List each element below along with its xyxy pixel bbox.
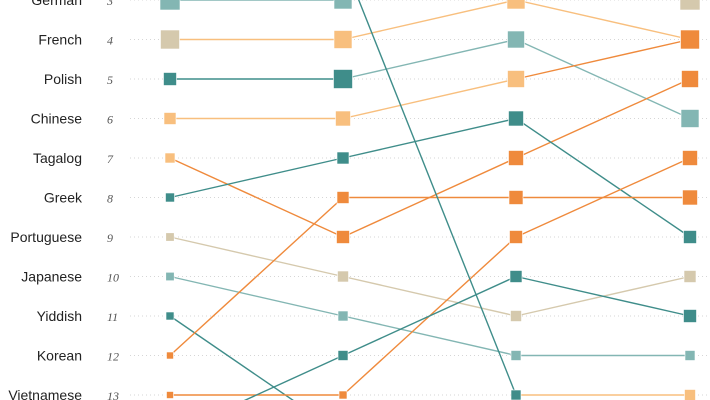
row-labels: German 3 French 4 Polish 5 Chinese 6 Tagalog 7 Gre… xyxy=(8,0,119,400)
rank-line xyxy=(515,0,691,41)
language-label: Tagalog xyxy=(33,150,82,166)
language-label: Vietnamese xyxy=(8,387,82,400)
rank-marker xyxy=(337,350,349,361)
rank-line xyxy=(169,275,344,317)
rank-line xyxy=(515,78,691,159)
rank-marker xyxy=(679,0,701,11)
rank-label: 12 xyxy=(107,350,119,364)
rank-marker xyxy=(682,189,698,206)
rank-marker xyxy=(165,311,175,321)
rank-marker xyxy=(507,70,525,88)
rank-label: 5 xyxy=(107,73,113,87)
rank-line xyxy=(342,78,517,120)
rank-marker xyxy=(508,110,524,127)
language-label: Greek xyxy=(44,190,83,206)
rank-marker xyxy=(336,191,350,204)
rank-marker xyxy=(510,310,522,322)
rank-marker xyxy=(166,351,174,360)
rank-marker xyxy=(509,230,523,244)
rank-marker xyxy=(338,390,348,400)
language-label: Japanese xyxy=(21,269,82,285)
rank-line xyxy=(169,196,344,357)
rank-marker xyxy=(163,112,177,125)
rank-label: 4 xyxy=(107,34,113,48)
rank-marker xyxy=(335,110,351,127)
rank-line xyxy=(515,157,691,238)
rank-line xyxy=(169,315,294,400)
rank-markers xyxy=(159,0,701,400)
rank-label: 9 xyxy=(107,231,113,245)
rank-marker xyxy=(163,72,177,86)
rank-marker xyxy=(684,350,696,361)
rank-change-lines xyxy=(169,0,691,400)
language-label: Korean xyxy=(37,348,82,364)
rank-marker xyxy=(683,309,697,323)
rank-marker xyxy=(333,30,353,49)
rank-marker xyxy=(333,69,353,89)
language-label: French xyxy=(38,32,82,48)
rank-marker xyxy=(510,350,522,361)
rank-line xyxy=(515,275,691,317)
rank-line xyxy=(169,157,344,238)
rank-marker xyxy=(510,389,522,400)
language-label: Portuguese xyxy=(10,229,82,245)
rank-marker xyxy=(160,29,180,50)
rank-marker xyxy=(680,29,700,50)
rank-line xyxy=(342,275,517,317)
rank-marker xyxy=(159,0,181,11)
rank-marker xyxy=(164,152,176,164)
rank-line xyxy=(515,38,691,80)
rank-marker xyxy=(508,150,524,166)
rank-line xyxy=(342,38,517,80)
language-label: Polish xyxy=(44,71,82,87)
rank-marker xyxy=(681,70,699,88)
rank-label: 7 xyxy=(107,152,114,166)
rank-marker xyxy=(680,109,700,128)
rank-label: 6 xyxy=(107,113,113,127)
rank-marker xyxy=(165,232,175,242)
rank-marker xyxy=(506,0,526,10)
rank-marker xyxy=(684,389,696,400)
rank-line xyxy=(169,236,344,278)
rank-line xyxy=(357,0,517,396)
rank-marker xyxy=(333,0,353,10)
rank-label: 13 xyxy=(107,389,119,400)
rank-marker xyxy=(508,190,524,205)
rank-label: 8 xyxy=(107,192,113,206)
language-label: Yiddish xyxy=(37,308,82,324)
rank-marker xyxy=(165,271,175,281)
rank-line xyxy=(243,354,344,400)
rank-marker xyxy=(337,310,349,322)
rank-marker xyxy=(682,150,698,166)
rank-line xyxy=(342,275,517,357)
rank-marker xyxy=(337,270,349,283)
rank-marker xyxy=(336,230,350,244)
rank-marker xyxy=(683,230,697,244)
rank-line xyxy=(515,38,691,120)
rank-label: 3 xyxy=(106,0,113,8)
rank-line xyxy=(342,315,517,357)
rank-marker xyxy=(683,270,697,283)
rank-line xyxy=(342,117,517,159)
rank-marker xyxy=(336,151,350,165)
rank-label: 10 xyxy=(107,271,119,285)
rank-line xyxy=(342,0,517,41)
rank-marker xyxy=(166,391,174,399)
rank-marker xyxy=(507,30,525,49)
rank-label: 11 xyxy=(107,310,118,324)
language-label: Chinese xyxy=(31,111,83,127)
rank-marker xyxy=(165,192,175,203)
rank-marker xyxy=(509,270,523,283)
rank-line xyxy=(515,117,691,238)
language-label: German xyxy=(31,0,82,8)
rank-line xyxy=(169,157,344,199)
